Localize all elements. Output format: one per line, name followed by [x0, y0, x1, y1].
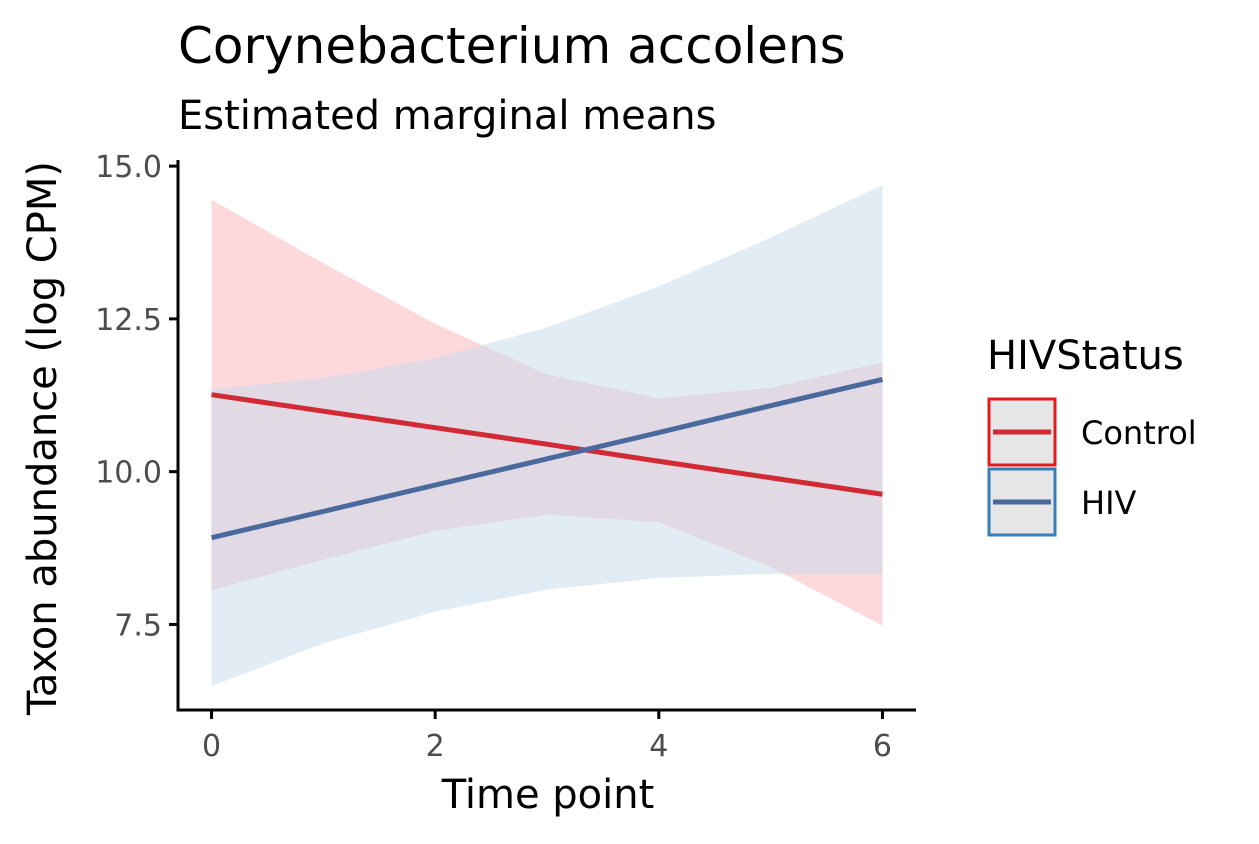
- x-tick-label: 6: [873, 729, 892, 764]
- y-axis-title: Taxon abundance (log CPM): [20, 161, 66, 716]
- legend-label: Control: [1081, 414, 1197, 452]
- chart-title: Corynebacterium accolens: [178, 17, 846, 75]
- ribbon-hiv: [211, 185, 883, 687]
- x-tick-label: 0: [202, 729, 221, 764]
- x-tick-label: 2: [426, 729, 445, 764]
- axes: 0 2 4 6 7.5 10.0 12.5 15.0: [95, 150, 916, 764]
- confidence-ribbons: [211, 185, 883, 687]
- legend-label: HIV: [1081, 484, 1137, 522]
- y-tick-label: 7.5: [114, 608, 162, 643]
- series-lines: [210, 376, 884, 541]
- legend-title: HIVStatus: [987, 333, 1184, 379]
- legend-item-hiv: HIV: [987, 467, 1137, 537]
- x-tick-label: 4: [649, 729, 668, 764]
- y-tick-label: 15.0: [95, 150, 162, 185]
- line-control: [211, 392, 883, 497]
- chart-subtitle: Estimated marginal means: [178, 93, 716, 139]
- line-hiv: [210, 376, 884, 541]
- y-tick-label: 10.0: [95, 456, 162, 491]
- x-axis-title: Time point: [441, 772, 655, 818]
- legend-item-control: Control: [987, 397, 1197, 467]
- y-tick-label: 12.5: [95, 303, 162, 338]
- legend: HIVStatus Control HIV: [987, 333, 1197, 537]
